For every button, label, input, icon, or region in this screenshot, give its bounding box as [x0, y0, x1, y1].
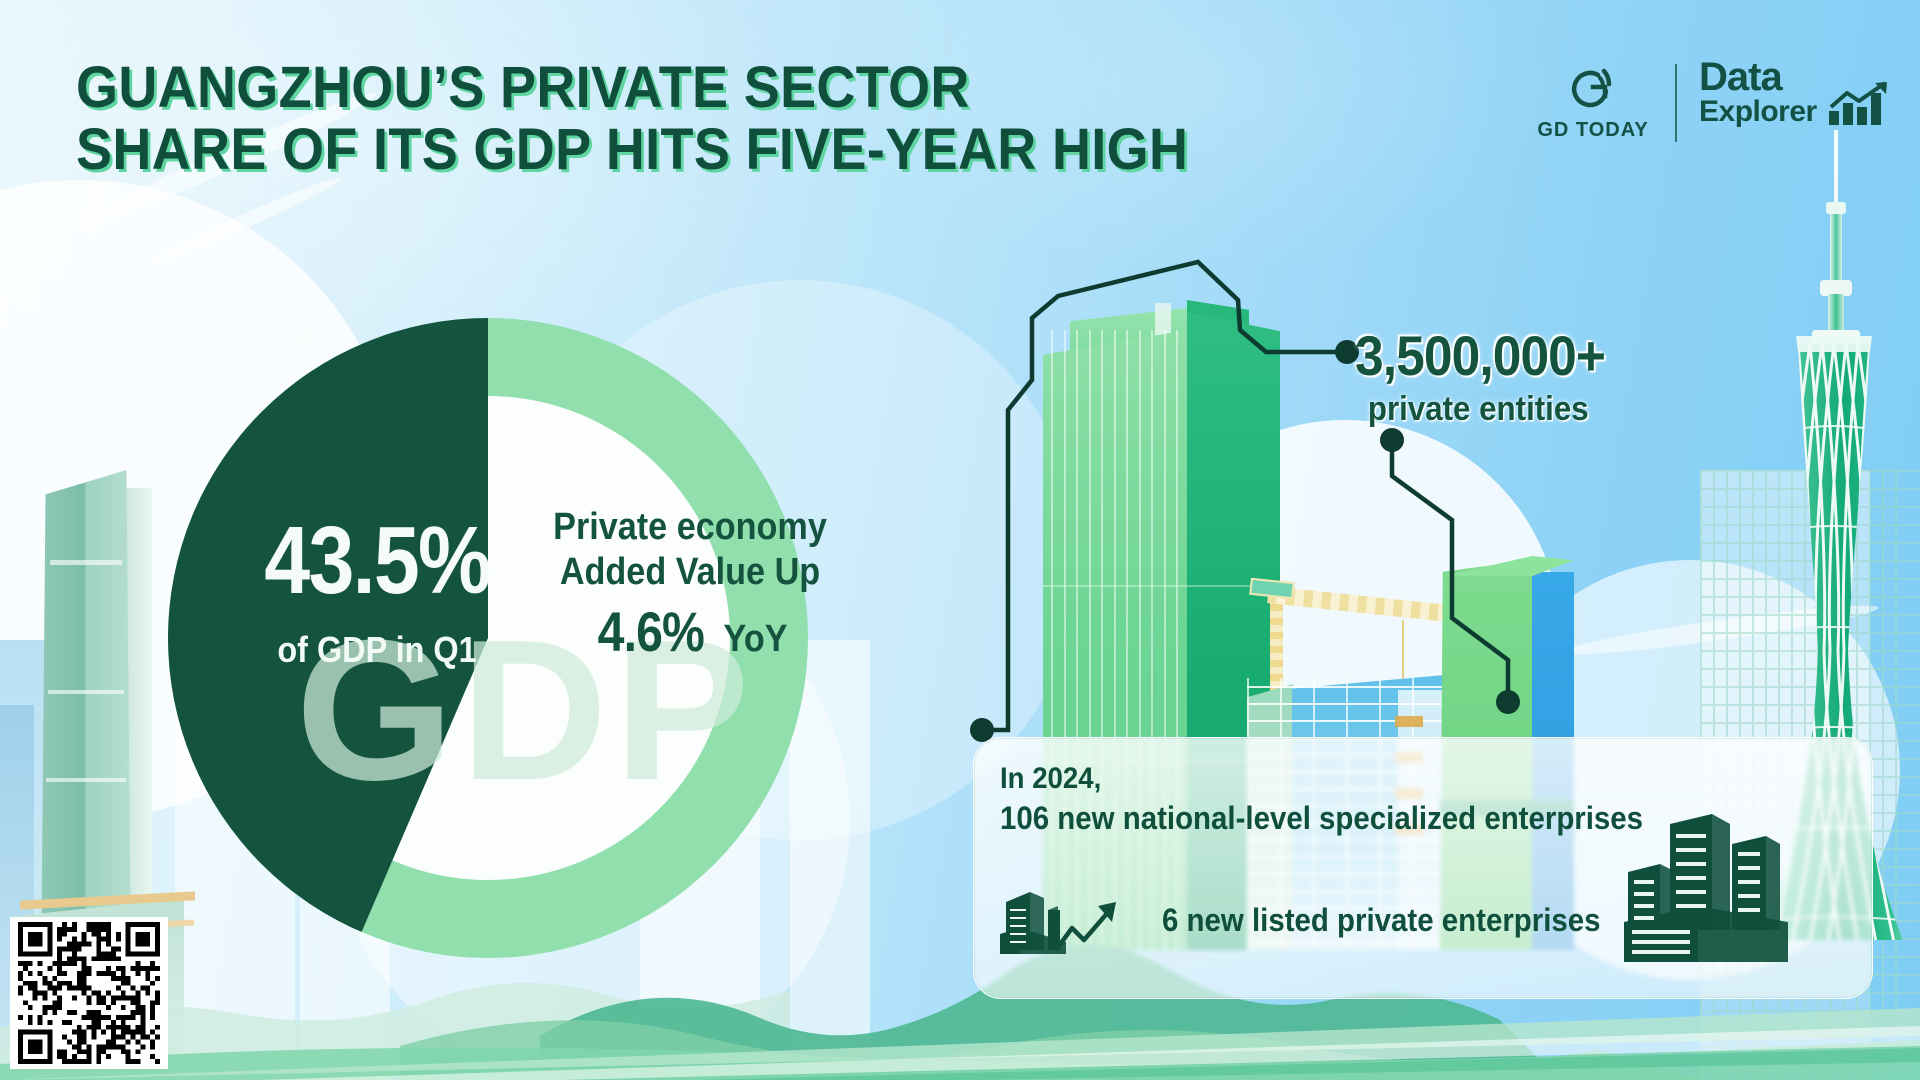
note-yoy-label: YoY	[723, 617, 788, 660]
canton-tower-stem	[1828, 294, 1844, 336]
note-line-1: Private economy	[553, 506, 827, 548]
note-line-3: 4.6% YoY	[530, 599, 850, 665]
office-towers-icon	[1624, 814, 1788, 962]
data-explorer-explorer-label: Explorer	[1699, 95, 1817, 129]
private-entities-count: 3,500,000+	[1355, 324, 1606, 387]
qr-code[interactable]	[10, 917, 168, 1069]
card-stat-listed-enterprises: 6 new listed private enterprises	[1162, 902, 1601, 938]
pie-percent-caption: of GDP in Q1	[277, 629, 477, 670]
building-band	[48, 690, 124, 694]
gd-circle-icon	[1564, 58, 1622, 116]
building-accent	[1395, 716, 1423, 727]
logo-divider	[1675, 64, 1677, 142]
title-line-1: GUANGZHOU’S PRIVATE SECTOR	[76, 55, 970, 120]
green-tower-band	[1043, 585, 1280, 587]
bar-chart-arrow-icon	[1829, 81, 1887, 126]
gdp-pie-chart	[168, 318, 808, 958]
brand-logo[interactable]: GD TODAY Data Explorer	[1523, 57, 1887, 158]
pie-percent-value: 43.5%	[264, 507, 491, 614]
card-year-label: In 2024,	[1000, 762, 1102, 795]
canton-tower-spire	[1834, 130, 1838, 208]
data-explorer-logo[interactable]: Data Explorer	[1699, 55, 1899, 129]
private-economy-note: Private economy Added Value Up 4.6% YoY	[530, 505, 850, 665]
data-explorer-data-label: Data	[1699, 55, 1783, 99]
building-band	[50, 560, 122, 565]
gd-today-label: GD TODAY	[1537, 119, 1649, 141]
canton-tower-knob	[1820, 280, 1852, 296]
building-band	[46, 778, 126, 782]
private-entities-callout: 3,500,000+ private entities	[1355, 328, 1627, 430]
note-line-2: Added Value Up	[559, 550, 821, 593]
canton-tower-neck	[1830, 214, 1842, 286]
qr-code-matrix	[18, 922, 160, 1064]
title-line-2: SHARE OF ITS GDP HITS FIVE-YEAR HIGH	[76, 117, 1189, 183]
card-stat-specialized-enterprises: 106 new national-level specialized enter…	[1000, 800, 1644, 836]
note-growth-value: 4.6%	[597, 599, 704, 663]
building-growth-icon	[1000, 892, 1116, 954]
page-title: GUANGZHOU’S PRIVATE SECTOR SHARE OF ITS …	[76, 55, 1304, 183]
gd-today-logo[interactable]: GD TODAY	[1523, 58, 1663, 142]
private-entities-label: private entities	[1367, 390, 1589, 428]
canton-tower-knob	[1826, 202, 1846, 214]
